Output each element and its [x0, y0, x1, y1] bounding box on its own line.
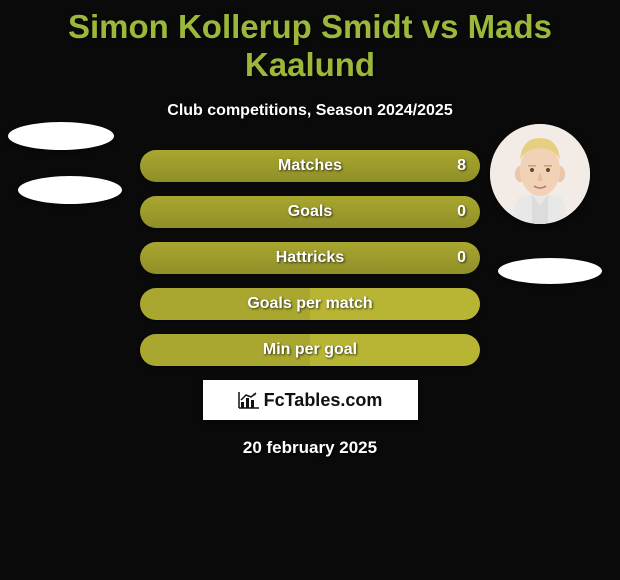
- stat-bar-goals-per-match: Goals per match: [140, 288, 480, 320]
- logo-text: FcTables.com: [264, 390, 383, 411]
- stat-row: Matches 8: [0, 150, 620, 182]
- stat-row: Goals per match: [0, 288, 620, 320]
- subtitle: Club competitions, Season 2024/2025: [0, 102, 620, 120]
- stats-bars: Matches 8 Goals 0 Hattricks 0 Goals per …: [0, 150, 620, 366]
- site-logo: FcTables.com: [203, 380, 418, 420]
- stat-label: Goals per match: [247, 295, 372, 313]
- stat-label: Hattricks: [276, 249, 344, 267]
- stat-value: 8: [457, 157, 466, 175]
- bar-chart-icon: [238, 391, 260, 409]
- stat-bar-matches: Matches 8: [140, 150, 480, 182]
- stat-value: 0: [457, 249, 466, 267]
- stat-bar-goals: Goals 0: [140, 196, 480, 228]
- stat-bar-min-per-goal: Min per goal: [140, 334, 480, 366]
- placeholder-ellipse-left-1: [8, 122, 114, 150]
- stat-row: Min per goal: [0, 334, 620, 366]
- stat-bar-hattricks: Hattricks 0: [140, 242, 480, 274]
- stat-value: 0: [457, 203, 466, 221]
- stat-label: Matches: [278, 157, 342, 175]
- stat-label: Min per goal: [263, 341, 357, 359]
- stat-row: Goals 0: [0, 196, 620, 228]
- stat-label: Goals: [288, 203, 332, 221]
- date-text: 20 february 2025: [0, 438, 620, 458]
- stat-row: Hattricks 0: [0, 242, 620, 274]
- page-title: Simon Kollerup Smidt vs Mads Kaalund: [0, 0, 620, 84]
